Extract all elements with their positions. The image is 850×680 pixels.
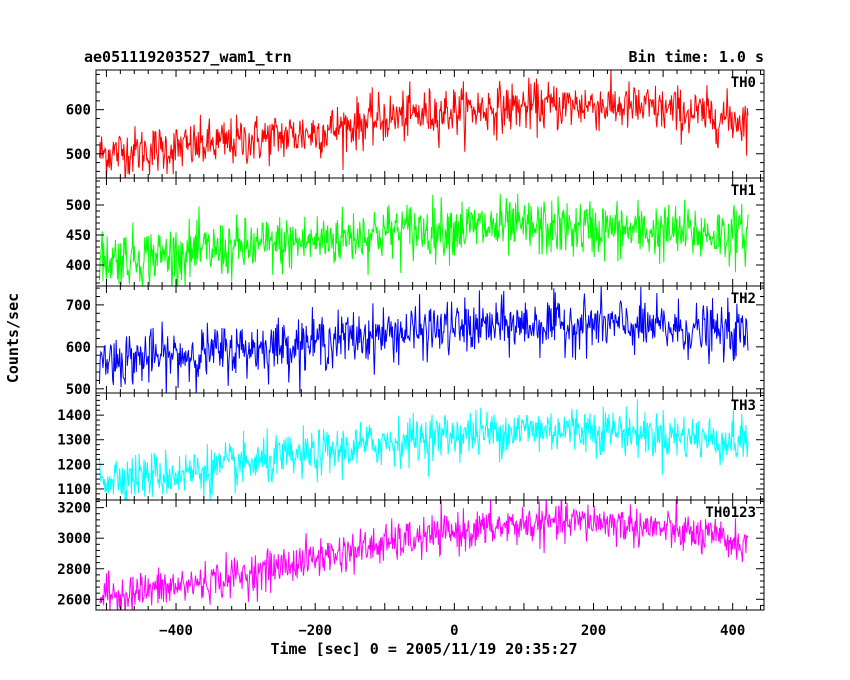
- y-tick-label: 1400: [57, 408, 91, 424]
- y-tick-label: 1300: [57, 433, 91, 449]
- x-tick-label: 0: [450, 623, 458, 639]
- y-tick-label: 500: [66, 382, 91, 398]
- series-line-th1: [98, 193, 749, 286]
- y-tick-label: 1200: [57, 457, 91, 473]
- panel-th0123: 2600 2800 3000 3200 TH0123: [57, 499, 765, 611]
- panels-group: 500 600 TH0 400 450 500 TH1 500 600 700 TH2 1100 120…: [57, 69, 765, 639]
- y-tick-label: 400: [66, 258, 91, 274]
- x-tick-label: −200: [298, 623, 332, 639]
- x-tick-label: −400: [159, 623, 193, 639]
- panel-th2: 500 600 700 TH2: [66, 285, 765, 398]
- series-line-th0123: [99, 500, 749, 610]
- bin-time-label: Bin time: 1.0 s: [629, 48, 764, 66]
- y-tick-label: 3200: [57, 501, 91, 517]
- panel-label: TH3: [731, 398, 756, 414]
- panel-label: TH2: [731, 291, 756, 307]
- y-tick-label: 1100: [57, 482, 91, 498]
- y-tick-label: 2800: [57, 562, 91, 578]
- y-tick-label: 2600: [57, 592, 91, 608]
- series-line-th0: [98, 70, 749, 178]
- y-tick-label: 3000: [57, 531, 91, 547]
- panel-label: TH0: [731, 75, 756, 91]
- x-tick-label: 400: [720, 623, 745, 639]
- series-line-th2: [98, 286, 749, 393]
- panel-frame: [95, 499, 765, 611]
- x-tick-label: 200: [581, 623, 606, 639]
- y-tick-label: 450: [66, 228, 91, 244]
- chart-title: ae051119203527_wam1_trn: [84, 48, 292, 66]
- y-tick-label: 600: [66, 103, 91, 119]
- panel-th0: 500 600 TH0: [66, 69, 765, 179]
- panel-label: TH0123: [705, 505, 756, 521]
- x-axis-label: Time [sec] 0 = 2005/11/19 20:35:27: [270, 640, 577, 658]
- y-tick-label: 500: [66, 147, 91, 163]
- panel-frame: [95, 392, 765, 501]
- y-tick-label: 700: [66, 298, 91, 314]
- y-tick-label: 600: [66, 340, 91, 356]
- panel-th1: 400 450 500 TH1: [66, 177, 765, 287]
- y-tick-label: 500: [66, 198, 91, 214]
- panel-th3: 1100 1200 1300 1400 TH3: [57, 392, 765, 501]
- y-axis-label: Counts/sec: [4, 293, 22, 383]
- panel-label: TH1: [731, 183, 756, 199]
- series-line-th3: [98, 399, 749, 500]
